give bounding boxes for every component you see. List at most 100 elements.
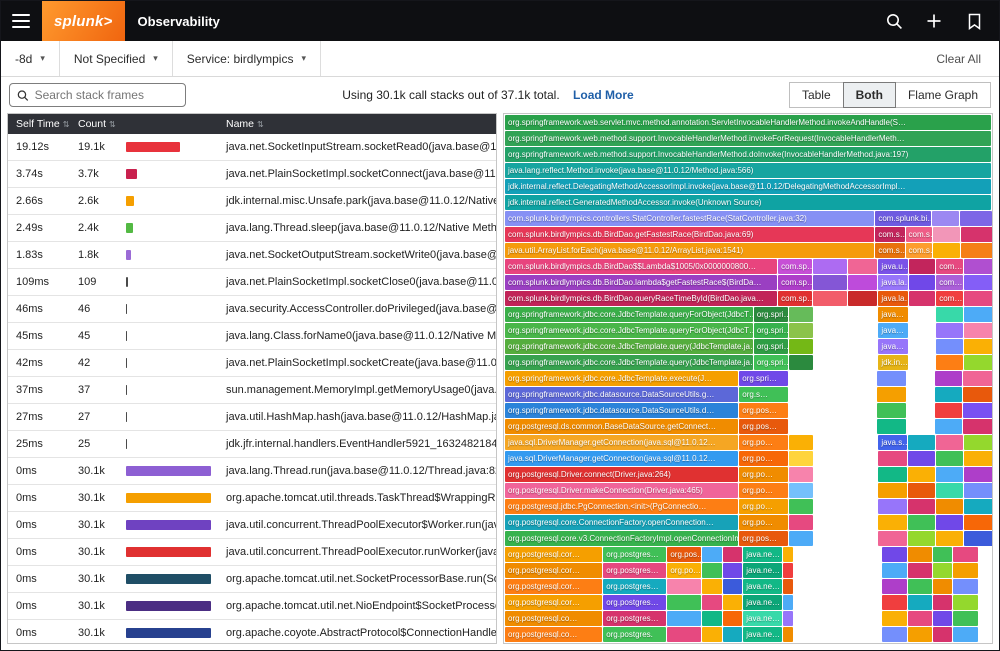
header-name[interactable]: Name ⇅ (226, 118, 264, 130)
flame-frame[interactable] (963, 483, 992, 498)
flame-frame[interactable]: org.spri… (753, 355, 788, 370)
table-row[interactable]: 0ms 30.1k java.lang.Thread.run(java.base@1… (8, 458, 496, 485)
search-icon[interactable] (885, 12, 903, 30)
flame-frame[interactable] (932, 547, 953, 562)
flame-frame[interactable] (788, 515, 814, 530)
flame-frame[interactable]: jdk.in… (878, 355, 908, 370)
table-row[interactable]: 42ms 42 java.net.PlainSocketImpl.socketCre… (8, 350, 496, 377)
flame-frame[interactable] (813, 259, 848, 274)
bookmark-icon[interactable] (965, 12, 983, 30)
table-row[interactable]: 19.12s 19.1k java.net.SocketInputStream.so… (8, 134, 496, 161)
flame-frame[interactable]: org.pos… (739, 531, 788, 546)
flame-frame[interactable] (963, 435, 992, 450)
flame-frame[interactable]: java.ne… (743, 547, 783, 562)
flame-frame[interactable] (907, 579, 932, 594)
flame-frame[interactable] (722, 611, 743, 626)
flame-frame[interactable] (878, 499, 908, 514)
flame-frame[interactable] (788, 499, 814, 514)
flame-frame[interactable] (788, 451, 814, 466)
flame-frame[interactable] (908, 259, 936, 274)
flame-frame[interactable] (882, 563, 907, 578)
flame-frame[interactable]: java.la… (878, 291, 908, 306)
flame-frame[interactable] (783, 627, 793, 642)
flame-frame[interactable] (963, 467, 992, 482)
flame-frame[interactable] (936, 531, 963, 546)
flame-frame[interactable] (907, 611, 932, 626)
flame-frame[interactable] (702, 547, 722, 562)
view-both-button[interactable]: Both (842, 82, 896, 108)
flame-frame[interactable]: com… (936, 291, 963, 306)
flame-frame[interactable] (877, 387, 907, 402)
flame-frame[interactable]: java.s… (878, 435, 908, 450)
flame-frame[interactable] (963, 451, 992, 466)
flame-frame[interactable]: org.spri… (739, 371, 788, 386)
flame-frame[interactable]: org.po… (739, 451, 788, 466)
flame-frame[interactable] (908, 531, 936, 546)
flame-frame[interactable]: org.springframework.jdbc.datasource.Data… (505, 403, 739, 418)
table-row[interactable]: 3.74s 3.7k java.net.PlainSocketImpl.socket… (8, 161, 496, 188)
add-icon[interactable] (925, 12, 943, 30)
flame-frame[interactable]: org.springframework.web.method.support.I… (505, 131, 991, 146)
flame-frame[interactable] (959, 211, 992, 226)
flame-frame[interactable]: org.postgresql.Driver.connect(Driver.jav… (505, 467, 739, 482)
table-row[interactable]: 46ms 46 java.security.AccessController.doP… (8, 296, 496, 323)
flame-frame[interactable]: com.s… (875, 227, 905, 242)
flame-frame[interactable] (722, 547, 743, 562)
flame-frame[interactable]: org.postgresql.co… (505, 611, 603, 626)
flame-frame[interactable] (953, 595, 978, 610)
table-row[interactable]: 109ms 109 java.net.PlainSocketImpl.socketC… (8, 269, 496, 296)
header-self-time[interactable]: Self Time ⇅ (16, 118, 70, 130)
table-row[interactable]: 0ms 30.1k org.apache.tomcat.util.threads.T… (8, 485, 496, 512)
flame-frame[interactable] (848, 259, 878, 274)
filter-chip-1[interactable]: Not Specified ▾ (60, 41, 173, 76)
flame-frame[interactable]: com.splunk.bi… (875, 211, 932, 226)
flame-frame[interactable] (813, 291, 848, 306)
view-flame-graph-button[interactable]: Flame Graph (894, 82, 991, 108)
flame-frame[interactable] (936, 499, 963, 514)
flame-frame[interactable] (788, 355, 814, 370)
flame-frame[interactable]: org.springframework.web.method.support.I… (505, 147, 991, 162)
filter-chip-2[interactable]: Service: birdlympics ▾ (173, 41, 322, 76)
flame-frame[interactable]: com.s… (905, 243, 933, 258)
flame-frame[interactable]: org.spri… (753, 307, 788, 322)
flame-frame[interactable] (935, 387, 962, 402)
flame-frame[interactable]: org.springframework.jdbc.core.JdbcTempla… (505, 307, 753, 322)
flame-frame[interactable]: org.springframework.jdbc.datasource.Data… (505, 387, 739, 402)
table-row[interactable]: 25ms 25 jdk.jfr.internal.handlers.EventHan… (8, 431, 496, 458)
flame-frame[interactable] (848, 275, 878, 290)
flame-frame[interactable] (702, 579, 722, 594)
flame-frame[interactable]: com.sp… (778, 291, 813, 306)
flame-frame[interactable]: org.po… (739, 467, 788, 482)
flame-frame[interactable] (788, 307, 814, 322)
flame-frame[interactable] (933, 243, 960, 258)
flame-frame[interactable] (963, 515, 992, 530)
flame-frame[interactable] (935, 371, 962, 386)
flame-frame[interactable] (908, 515, 936, 530)
flame-frame[interactable] (932, 563, 953, 578)
flame-frame[interactable]: org.postgresql.jdbc.PgConnection.<init>(… (505, 499, 739, 514)
flame-frame[interactable]: com.sp… (778, 259, 813, 274)
flame-frame[interactable] (783, 547, 793, 562)
flame-frame[interactable] (667, 595, 702, 610)
flame-frame[interactable]: org.postgresql.core.ConnectionFactory.op… (505, 515, 739, 530)
flame-frame[interactable] (963, 323, 992, 338)
flame-frame[interactable] (963, 339, 992, 354)
flame-frame[interactable] (722, 595, 743, 610)
flame-frame[interactable]: org.postgresql.cor… (505, 595, 603, 610)
clear-all-button[interactable]: Clear All (936, 51, 981, 66)
flame-frame[interactable] (962, 387, 992, 402)
flame-frame[interactable]: org.po… (739, 483, 788, 498)
flame-frame[interactable] (908, 499, 936, 514)
flame-frame[interactable]: org.postgres… (603, 611, 667, 626)
flame-frame[interactable] (907, 547, 932, 562)
flame-frame[interactable] (935, 403, 962, 418)
flame-frame[interactable]: org.pos… (667, 547, 702, 562)
flame-frame[interactable] (722, 563, 743, 578)
flame-frame[interactable] (936, 355, 963, 370)
table-row[interactable]: 2.66s 2.6k jdk.internal.misc.Unsafe.park(j… (8, 188, 496, 215)
flame-frame[interactable] (936, 307, 963, 322)
view-table-button[interactable]: Table (788, 82, 844, 108)
flame-frame[interactable]: java.ne… (743, 595, 783, 610)
flame-frame[interactable] (882, 547, 907, 562)
table-row[interactable]: 1.83s 1.8k java.net.SocketOutputStream.soc… (8, 242, 496, 269)
